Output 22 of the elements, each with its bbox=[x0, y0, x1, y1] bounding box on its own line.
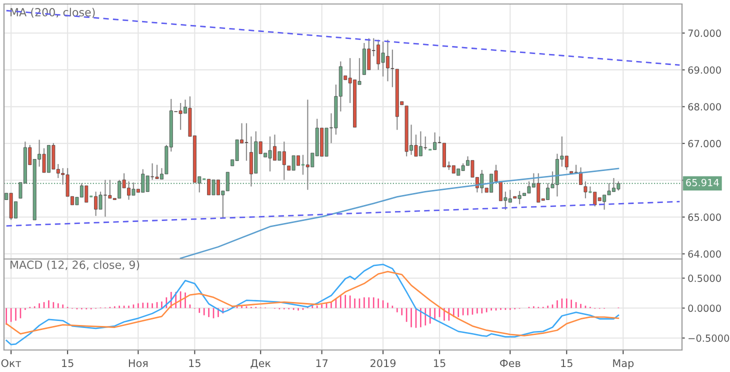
y-tick-label: 69.000 bbox=[688, 66, 721, 74]
ref-line-label: 65.914 bbox=[686, 178, 719, 186]
x-tick-label: Дек bbox=[250, 359, 271, 369]
x-tick-label: 15 bbox=[62, 359, 74, 368]
y-tick-label: 65.000 bbox=[688, 214, 721, 221]
x-tick-label: Окт bbox=[1, 359, 22, 368]
y-tick-label: 64.000 bbox=[688, 250, 721, 258]
x-tick-label: Мар bbox=[613, 359, 634, 370]
x-tick-label: 15 bbox=[189, 359, 200, 368]
y-tick-label: 70.000 bbox=[688, 30, 721, 37]
annotation: MACD (12, 26, close, 9) bbox=[10, 260, 140, 270]
x-tick-label: Фев bbox=[500, 359, 520, 368]
y-tick-label: 0.0000 bbox=[688, 304, 721, 312]
x-tick-label: 17 bbox=[316, 359, 328, 367]
x-tick-label: 15 bbox=[434, 359, 446, 368]
y-tick-label: 68.000 bbox=[688, 103, 721, 110]
y-tick-label: 0.5000 bbox=[688, 274, 721, 282]
y-tick-label: 67.000 bbox=[688, 140, 721, 148]
x-tick-label: 2019 bbox=[370, 359, 396, 368]
y-tick-label: −0.5000 bbox=[688, 334, 730, 342]
x-tick-label: Ноя bbox=[128, 359, 148, 368]
x-tick-label: 15 bbox=[561, 359, 572, 368]
